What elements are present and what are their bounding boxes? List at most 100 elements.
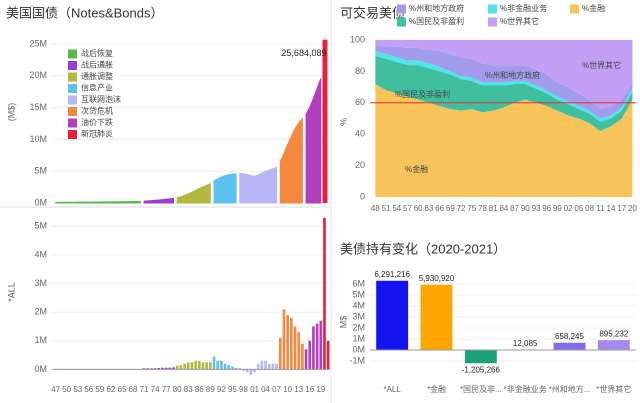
x-tick-label: 53 — [73, 385, 82, 394]
bar — [238, 367, 242, 370]
bar — [553, 342, 586, 350]
bar — [260, 360, 264, 370]
x-tick-label: *ALL — [383, 385, 401, 394]
x-tick-label: 10 — [283, 385, 292, 394]
x-tick-label: 56 — [84, 385, 93, 394]
bar — [194, 360, 197, 370]
bar — [142, 368, 146, 370]
x-tick-label: *国民及非... — [460, 384, 502, 394]
y-tick-label: 2M — [34, 307, 47, 317]
bar — [319, 320, 323, 370]
bar — [153, 368, 157, 370]
y-tick-label: 0M — [352, 344, 365, 354]
legend-swatch — [68, 107, 77, 116]
x-tick-label: 84 — [499, 204, 508, 213]
x-tick-label: 87 — [510, 204, 519, 213]
x-tick-label: 54 — [392, 204, 401, 213]
legend-label: 信息产业 — [81, 83, 113, 93]
legend-swatch — [570, 4, 579, 14]
x-tick-label: 74 — [151, 385, 160, 394]
x-tick-label: 90 — [521, 204, 530, 213]
bar — [209, 362, 212, 370]
x-tick-label: 66 — [435, 204, 444, 213]
x-tick-label: 07 — [272, 385, 281, 394]
bar — [150, 368, 153, 370]
stacked-area — [375, 40, 633, 110]
legend-label: 通胀调整 — [81, 71, 113, 81]
area-spike — [322, 39, 328, 204]
area — [279, 117, 303, 204]
bar — [231, 366, 234, 370]
x-tick-label: 01 — [250, 385, 259, 394]
x-tick-label: 48 — [371, 204, 380, 213]
bar — [271, 363, 275, 370]
x-tick-label: 20 — [628, 204, 637, 213]
y-tick-label: 0M — [34, 364, 47, 374]
bar — [172, 367, 175, 370]
legend-label: %非金融业务 — [500, 3, 547, 13]
bar — [308, 340, 312, 370]
legend-label: %金融 — [582, 3, 605, 13]
y-tick-label: 4M — [34, 249, 47, 259]
legend-label: 战后通胀 — [81, 60, 113, 70]
legend-label: 新冠肺炎 — [81, 129, 113, 139]
y-tick-label: 1M — [34, 335, 47, 345]
x-tick-label: *州和地方... — [549, 384, 591, 394]
bar — [216, 360, 220, 370]
bar — [179, 365, 183, 370]
bar — [253, 369, 256, 373]
y-tick-label: 40 — [355, 129, 365, 139]
x-tick-label: 80 — [173, 385, 182, 394]
x-tick-label: 47 — [51, 385, 60, 394]
bar — [161, 367, 164, 370]
area-label: %州和地方政府 — [485, 70, 540, 80]
y-tick-label: -1M — [350, 355, 366, 365]
x-tick-label: 98 — [239, 385, 248, 394]
x-tick-label: 62 — [106, 385, 115, 394]
x-tick-label: 51 — [382, 204, 391, 213]
data-label: 6,291,216 — [374, 270, 410, 279]
x-tick-label: 68 — [129, 385, 138, 394]
bar — [290, 317, 293, 370]
stacked-area — [375, 44, 633, 119]
x-tick-label: 19 — [316, 385, 325, 394]
bar — [323, 217, 326, 370]
x-tick-label: 59 — [95, 385, 104, 394]
bar — [157, 367, 161, 370]
x-tick-label: 96 — [542, 204, 551, 213]
legend-swatch — [488, 17, 497, 27]
y-tick-label: 100 — [350, 34, 365, 44]
area — [176, 182, 211, 204]
legend-swatch — [68, 130, 77, 139]
x-tick-label: 77 — [162, 385, 171, 394]
bar — [597, 340, 630, 350]
x-tick-label: *非金融业务 — [504, 384, 547, 394]
x-tick-label: 95 — [228, 385, 237, 394]
x-tick-label: 83 — [184, 385, 193, 394]
area — [55, 200, 141, 204]
y-tick-label: 20M — [29, 70, 47, 80]
y-tick-label: 3M — [34, 278, 47, 288]
bar — [297, 332, 301, 370]
x-tick-label: 11 — [596, 204, 605, 213]
bar — [256, 363, 260, 370]
y-tick-label: 6M — [352, 278, 365, 288]
bar — [293, 326, 297, 370]
x-tick-label: 02 — [564, 204, 573, 213]
y-tick-label: 10M — [29, 134, 47, 144]
bar — [420, 284, 453, 350]
stacked-area — [375, 50, 633, 122]
bar — [264, 360, 267, 370]
x-tick-label: *世界其它 — [596, 384, 631, 394]
x-tick-label: 78 — [478, 204, 487, 213]
legend-label: %国民及非盈利 — [409, 16, 464, 26]
bar — [312, 326, 315, 370]
area-label: %金融 — [405, 164, 428, 174]
bar — [183, 363, 186, 370]
stacked-area — [375, 83, 633, 197]
bar — [267, 363, 271, 370]
legend-swatch — [68, 49, 77, 59]
data-label: -1,205,266 — [462, 365, 501, 374]
x-tick-label: 16 — [305, 385, 314, 394]
bar — [146, 368, 150, 370]
